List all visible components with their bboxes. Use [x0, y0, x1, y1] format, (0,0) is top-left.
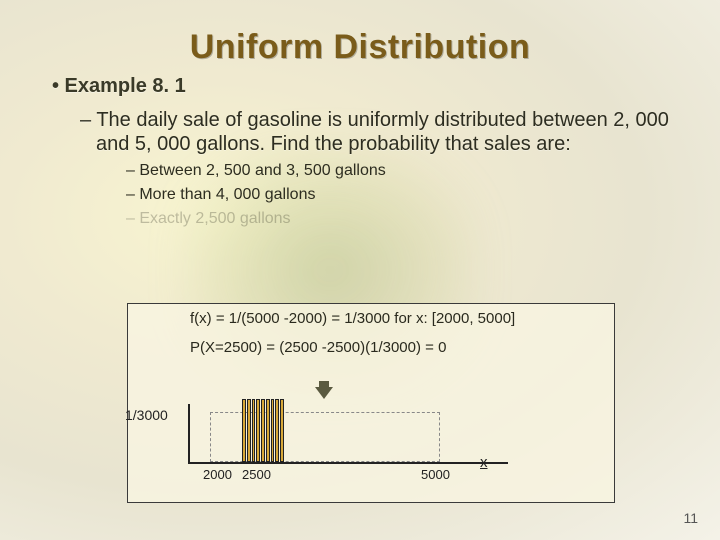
tick-2000: 2000: [203, 467, 232, 482]
chart-x-axis: [188, 462, 508, 464]
problem-statement: – The daily sale of gasoline is uniforml…: [0, 98, 720, 157]
subitem-b: – More than 4, 000 gallons: [0, 181, 720, 205]
solution-panel: f(x) = 1/(5000 -2000) = 1/3000 for x: [2…: [127, 303, 615, 503]
tick-5000: 5000: [421, 467, 450, 482]
highlight-bars: [242, 399, 284, 462]
subitem-c: – Exactly 2,500 gallons: [0, 205, 720, 229]
x-axis-label: x: [480, 454, 488, 471]
page-title: Uniform Distribution: [0, 0, 720, 67]
tick-2500: 2500: [242, 467, 271, 482]
density-y-label: 1/3000: [125, 407, 168, 423]
chart-y-axis: [188, 404, 190, 462]
probability-formula: P(X=2500) = (2500 -2500)(1/3000) = 0: [128, 327, 614, 356]
subitem-a: – Between 2, 500 and 3, 500 gallons: [0, 157, 720, 181]
arrow-down-icon: [315, 381, 333, 399]
bullet-example: • Example 8. 1: [0, 67, 720, 98]
density-formula: f(x) = 1/(5000 -2000) = 1/3000 for x: [2…: [128, 304, 614, 327]
page-number: 11: [683, 510, 698, 526]
